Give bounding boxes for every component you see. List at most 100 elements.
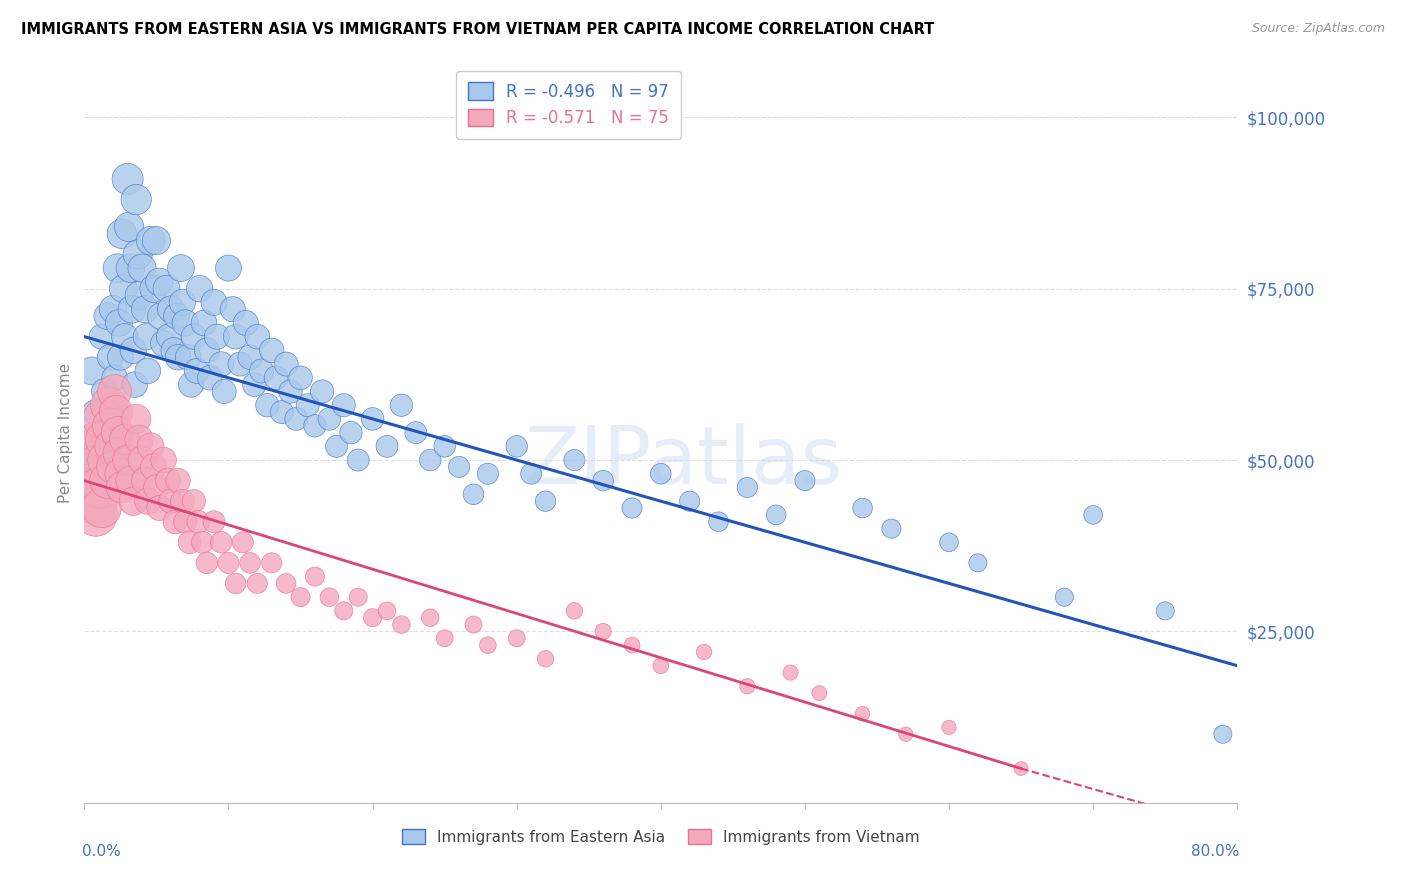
Point (276, 357, 298, 371)
Point (679, 494, 702, 508)
Point (304, 569, 326, 583)
Point (225, 329, 247, 343)
Point (225, 576, 247, 591)
Point (125, 412, 148, 426)
Point (180, 377, 202, 392)
Point (419, 610, 441, 624)
Point (83, 405, 105, 419)
Point (139, 439, 162, 453)
Point (131, 453, 153, 467)
Point (142, 459, 165, 474)
Point (1053, 590, 1076, 604)
Point (165, 515, 187, 529)
Point (183, 329, 205, 343)
Point (166, 309, 188, 323)
Point (170, 261, 193, 276)
Point (375, 604, 398, 618)
Point (114, 329, 136, 343)
Point (419, 453, 441, 467)
Point (737, 679, 759, 693)
Point (117, 453, 139, 467)
Point (105, 405, 128, 419)
Point (121, 302, 143, 317)
Point (264, 371, 287, 385)
Point (318, 590, 340, 604)
Point (246, 576, 269, 591)
Point (650, 467, 672, 481)
Point (120, 474, 142, 488)
Point (205, 329, 228, 343)
Point (433, 439, 456, 453)
Point (325, 439, 347, 453)
Point (534, 652, 557, 666)
Point (98, 418, 121, 433)
Point (506, 632, 529, 646)
Point (285, 412, 308, 426)
Point (894, 727, 917, 741)
Point (232, 535, 254, 549)
Point (311, 384, 333, 399)
Point (167, 350, 190, 364)
Point (103, 302, 124, 317)
Point (222, 302, 245, 317)
Point (117, 172, 139, 186)
Point (86, 439, 108, 453)
Point (97, 398, 120, 412)
Point (122, 343, 145, 358)
Point (142, 282, 165, 296)
Point (136, 494, 159, 508)
Point (1010, 762, 1032, 776)
Point (84, 508, 107, 522)
Point (794, 474, 817, 488)
Point (111, 227, 134, 241)
Point (347, 453, 370, 467)
Point (218, 261, 240, 276)
Point (160, 494, 183, 508)
Point (157, 329, 180, 343)
Point (80, 453, 103, 467)
Point (340, 425, 363, 440)
Point (93, 433, 115, 447)
Point (195, 556, 218, 570)
Point (737, 480, 759, 494)
Point (938, 720, 960, 734)
Point (152, 336, 174, 351)
Point (592, 624, 614, 639)
Point (256, 398, 278, 412)
Point (564, 453, 586, 467)
Point (114, 433, 136, 447)
Point (218, 556, 240, 570)
Point (318, 412, 340, 426)
Point (179, 535, 201, 549)
Point (260, 343, 283, 358)
Point (91, 412, 114, 426)
Point (564, 604, 586, 618)
Point (127, 247, 149, 261)
Point (239, 350, 262, 364)
Point (104, 384, 127, 399)
Point (243, 377, 266, 392)
Point (100, 398, 122, 412)
Text: IMMIGRANTS FROM EASTERN ASIA VS IMMIGRANTS FROM VIETNAM PER CAPITA INCOME CORREL: IMMIGRANTS FROM EASTERN ASIA VS IMMIGRAN… (21, 22, 935, 37)
Point (110, 467, 132, 481)
Point (163, 343, 186, 358)
Point (120, 261, 142, 276)
Point (333, 398, 356, 412)
Point (187, 515, 209, 529)
Point (128, 433, 150, 447)
Point (477, 467, 499, 481)
Point (375, 439, 398, 453)
Point (520, 467, 543, 481)
Point (650, 658, 672, 673)
Point (198, 371, 221, 385)
Point (186, 364, 208, 378)
Point (191, 535, 214, 549)
Point (172, 494, 194, 508)
Point (177, 350, 200, 364)
Point (103, 459, 124, 474)
Point (391, 617, 413, 632)
Point (463, 487, 485, 501)
Point (477, 638, 499, 652)
Point (938, 535, 960, 549)
Text: Source: ZipAtlas.com: Source: ZipAtlas.com (1251, 22, 1385, 36)
